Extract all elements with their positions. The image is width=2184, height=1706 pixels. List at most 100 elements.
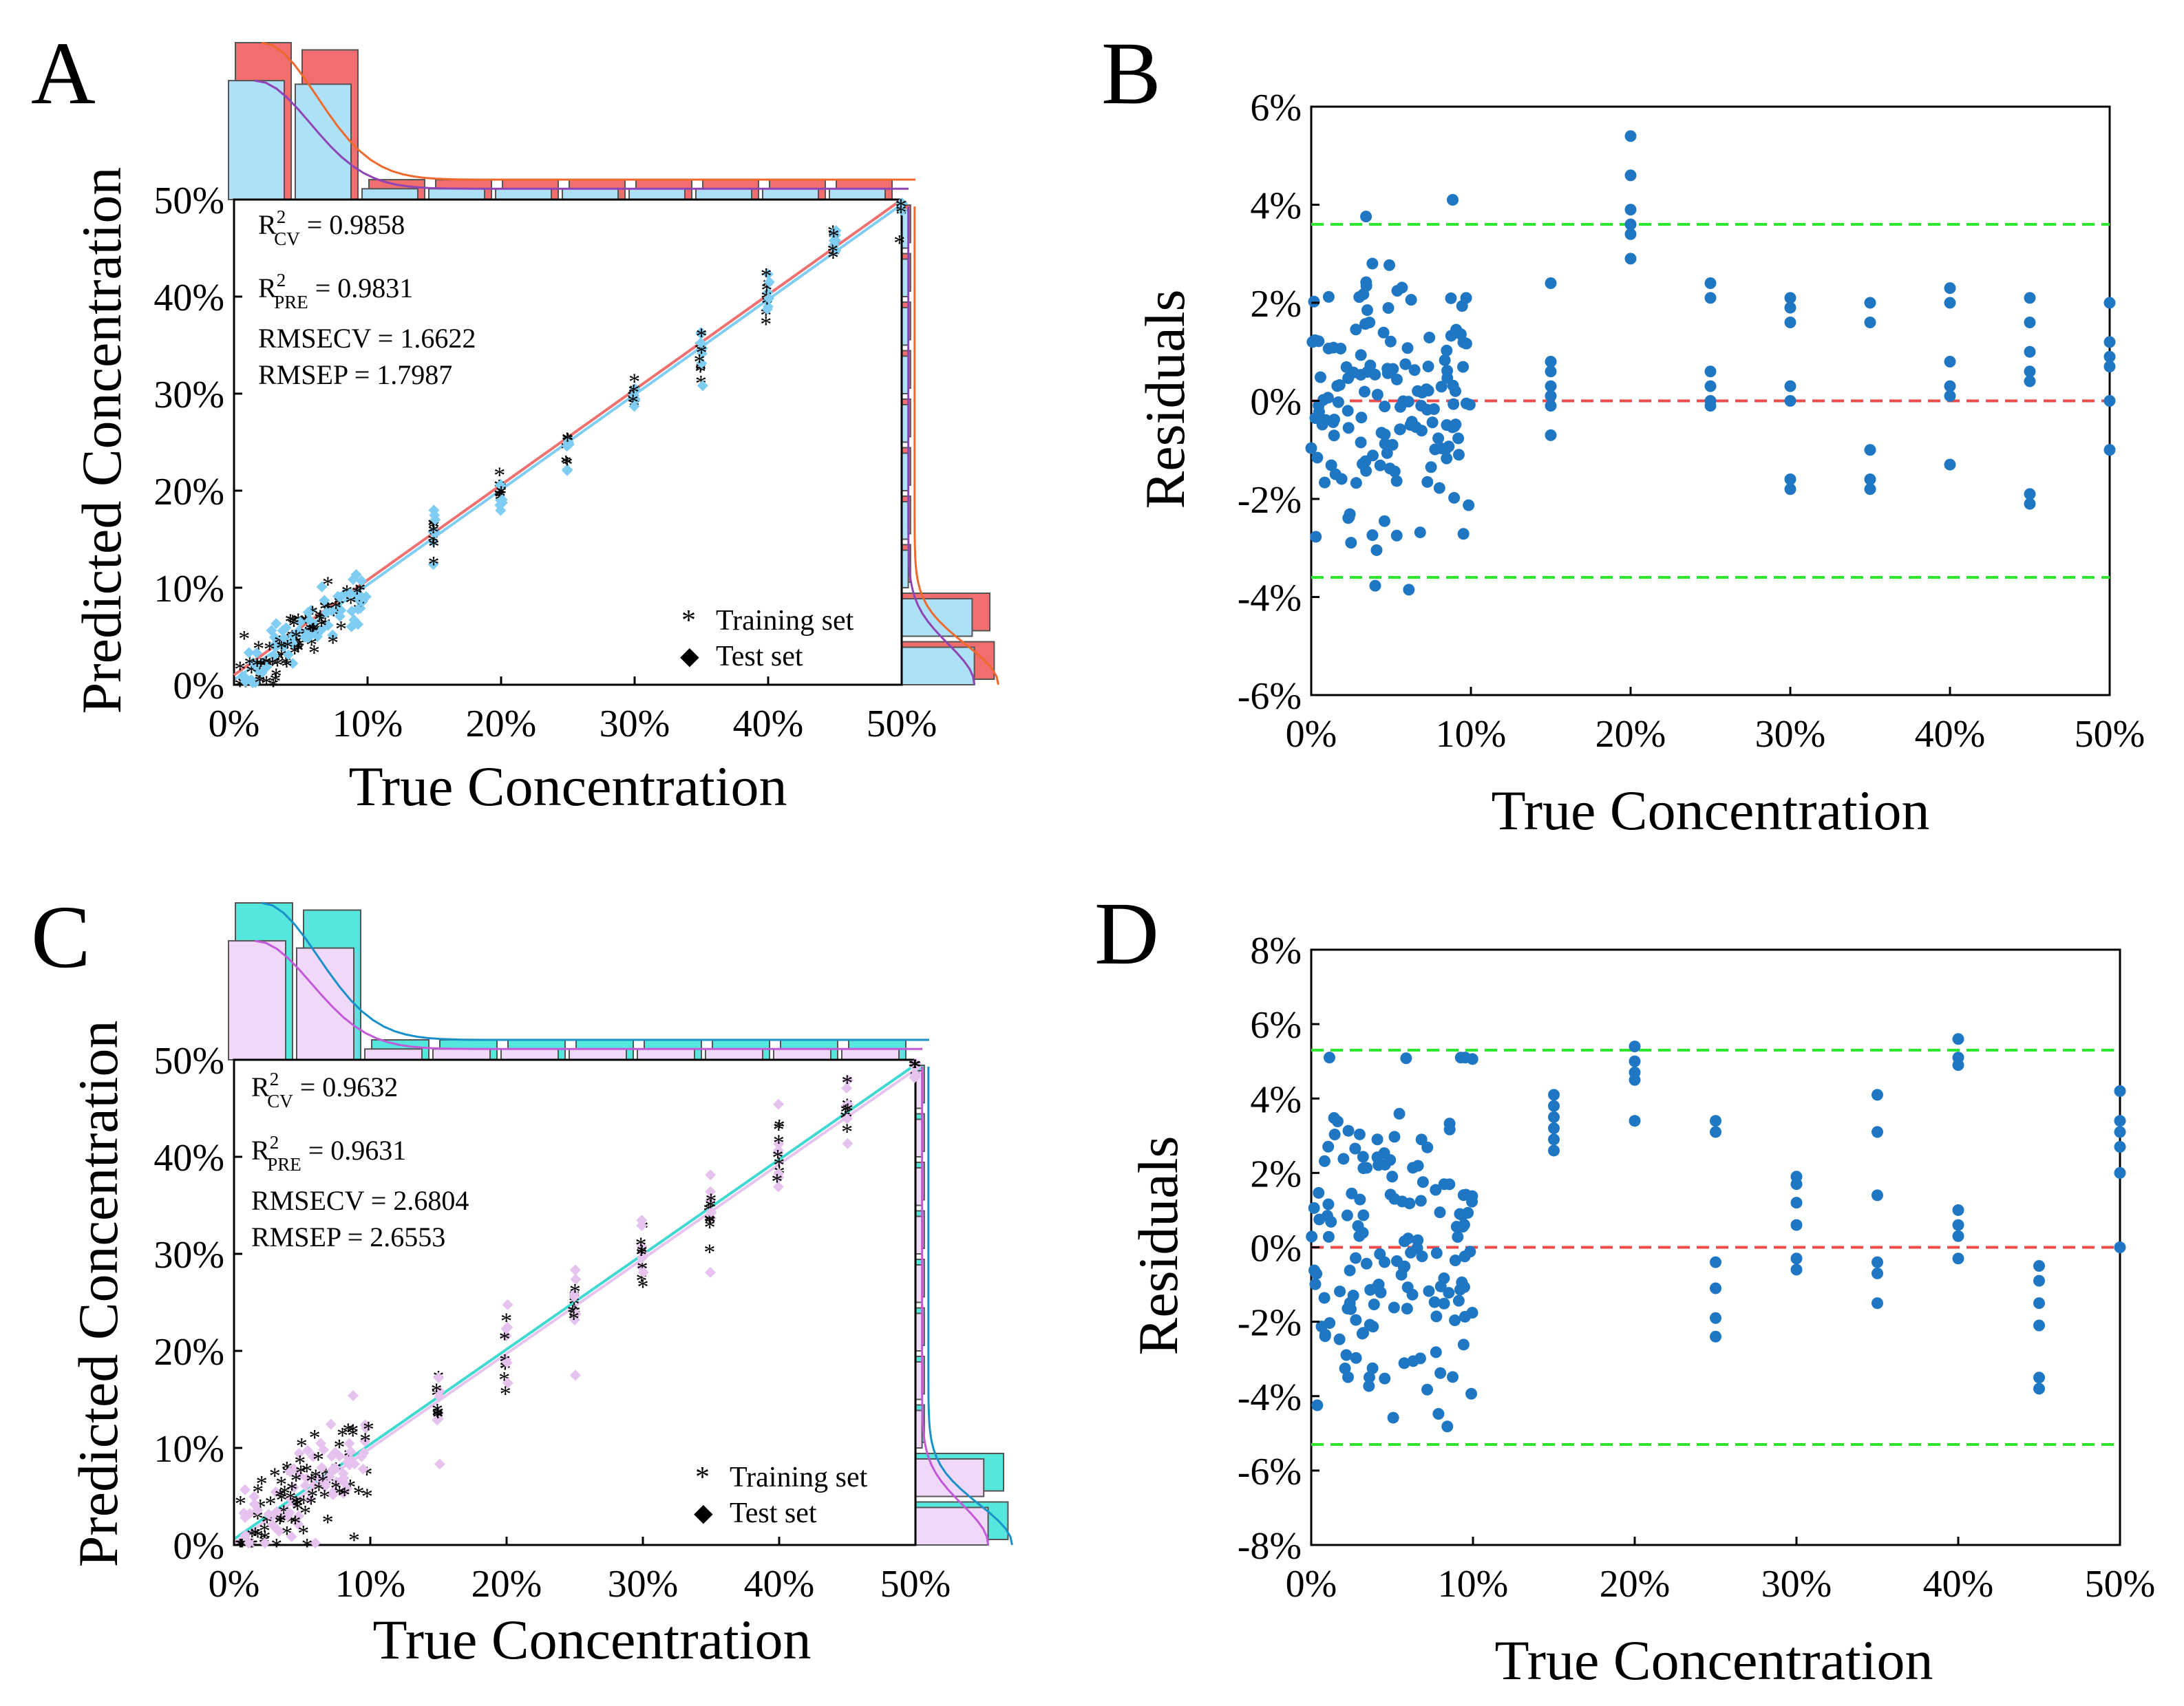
x-tick-label: 10% xyxy=(335,1563,406,1606)
residual-point xyxy=(1332,396,1344,408)
train-point: * xyxy=(568,1306,580,1332)
train-point: * xyxy=(562,428,573,454)
residual-point xyxy=(1710,1115,1721,1127)
residual-point xyxy=(1350,323,1362,336)
test-point xyxy=(284,1507,295,1519)
x-tick-label: 10% xyxy=(1436,713,1507,756)
y-axis-label-c: Predicted Concentration xyxy=(67,1021,129,1568)
residual-point xyxy=(1412,1234,1424,1246)
panel-b: B 0% 10% 20% 30% 40% 50% -6% -4% -2% 0% 2% 4% 6% Tr… xyxy=(1101,24,2145,842)
residual-point xyxy=(1313,1186,1325,1199)
x-ticks-c: 0% 10% 20% 30% 40% 50% xyxy=(209,1537,951,1606)
residual-point xyxy=(1319,1328,1331,1341)
test-point xyxy=(307,1451,319,1462)
train-point: * xyxy=(432,1404,443,1429)
test-point xyxy=(337,1468,349,1480)
residual-point xyxy=(1342,405,1354,417)
test-point xyxy=(263,1508,275,1520)
x-ticks-b: 0% 10% 20% 30% 40% 50% xyxy=(1286,687,2145,756)
train-point: * xyxy=(774,1115,785,1140)
test-point xyxy=(238,1507,250,1519)
test-point xyxy=(706,1206,717,1218)
train-point: * xyxy=(279,1481,290,1506)
residual-point xyxy=(1374,459,1386,471)
residual-point xyxy=(1398,1357,1410,1369)
panel-letter-d: D xyxy=(1094,884,1159,983)
test-point xyxy=(841,1113,853,1124)
residual-point xyxy=(1408,364,1421,376)
train-point: * xyxy=(289,641,301,667)
residual-point xyxy=(1342,422,1355,434)
residual-point xyxy=(1944,356,1956,367)
test-point xyxy=(356,575,368,586)
residual-point xyxy=(1328,429,1340,442)
residual-point xyxy=(1349,1142,1361,1155)
test-point xyxy=(278,632,290,644)
residual-point xyxy=(1316,418,1328,431)
train-point: * xyxy=(288,614,300,639)
reference-lines-b xyxy=(1311,223,2110,579)
train-point: * xyxy=(307,601,319,627)
residual-point xyxy=(1310,531,1322,543)
residual-point xyxy=(1421,476,1434,488)
train-point: * xyxy=(308,618,319,643)
residual-point xyxy=(1452,449,1465,461)
y-tick-label: 0% xyxy=(173,1525,224,1568)
test-point xyxy=(637,1247,648,1259)
residual-point xyxy=(1306,1230,1318,1243)
test-point xyxy=(331,1476,343,1488)
residual-point xyxy=(1371,388,1383,401)
residual-point xyxy=(1386,1171,1399,1183)
y-ticks-d: -8% -6% -4% -2% 0% 2% 4% 6% 8% xyxy=(1238,930,1319,1568)
residual-point xyxy=(1448,491,1461,504)
residual-point xyxy=(1318,1155,1330,1167)
y-axis-label-a: Predicted Concentration xyxy=(70,167,133,714)
residual-point xyxy=(1952,1204,1964,1216)
x-tick-label: 0% xyxy=(1286,1563,1337,1606)
test-point xyxy=(842,1074,854,1086)
residual-point xyxy=(1952,1252,1964,1265)
residual-point xyxy=(1545,277,1557,289)
residual-point xyxy=(1360,211,1372,223)
test-point xyxy=(287,658,299,670)
train-point: * xyxy=(238,626,250,652)
test-point xyxy=(320,1478,332,1490)
train-point: * xyxy=(308,640,320,665)
residual-point xyxy=(1416,387,1428,399)
residual-point xyxy=(1350,477,1362,489)
residual-point xyxy=(1624,130,1637,142)
y-tick-label: 0% xyxy=(1250,381,1302,424)
test-point xyxy=(502,1377,513,1389)
residual-point xyxy=(1384,335,1397,348)
stats-box-a: R2 CV = 0.9858 R2 PRE = 0.9831 RMSECV = 1.… xyxy=(258,206,476,390)
residual-point xyxy=(1952,1219,1964,1231)
r2cv-value-a: = 0.9858 xyxy=(300,209,405,240)
residual-point xyxy=(1364,317,1376,329)
train-point: * xyxy=(234,1534,246,1559)
residual-point xyxy=(1463,398,1476,411)
test-point xyxy=(828,228,840,240)
residual-point xyxy=(1443,1178,1456,1191)
residual-point xyxy=(2024,375,2036,387)
x-tick-label: 20% xyxy=(471,1563,542,1606)
train-point: * xyxy=(432,1402,444,1427)
panel-letter-c: C xyxy=(31,888,91,987)
test-point xyxy=(347,1389,359,1401)
residual-point xyxy=(1710,1330,1721,1343)
residual-point xyxy=(1548,1111,1560,1123)
y-tick-label: 30% xyxy=(153,1234,224,1277)
residual-point xyxy=(1395,1268,1408,1281)
test-point xyxy=(427,535,439,547)
residual-point xyxy=(1430,1247,1443,1259)
train-point: * xyxy=(348,1528,360,1553)
residual-point xyxy=(1381,363,1394,375)
test-point xyxy=(243,1537,255,1549)
train-point: * xyxy=(771,1169,783,1195)
top-hist-test-bar xyxy=(637,1048,695,1061)
y-axis-label-d: Residuals xyxy=(1127,1136,1189,1356)
test-point xyxy=(286,1531,297,1542)
residual-point xyxy=(1386,438,1399,451)
residual-point xyxy=(1328,414,1340,426)
train-point: * xyxy=(327,630,339,656)
test-point xyxy=(430,514,441,526)
